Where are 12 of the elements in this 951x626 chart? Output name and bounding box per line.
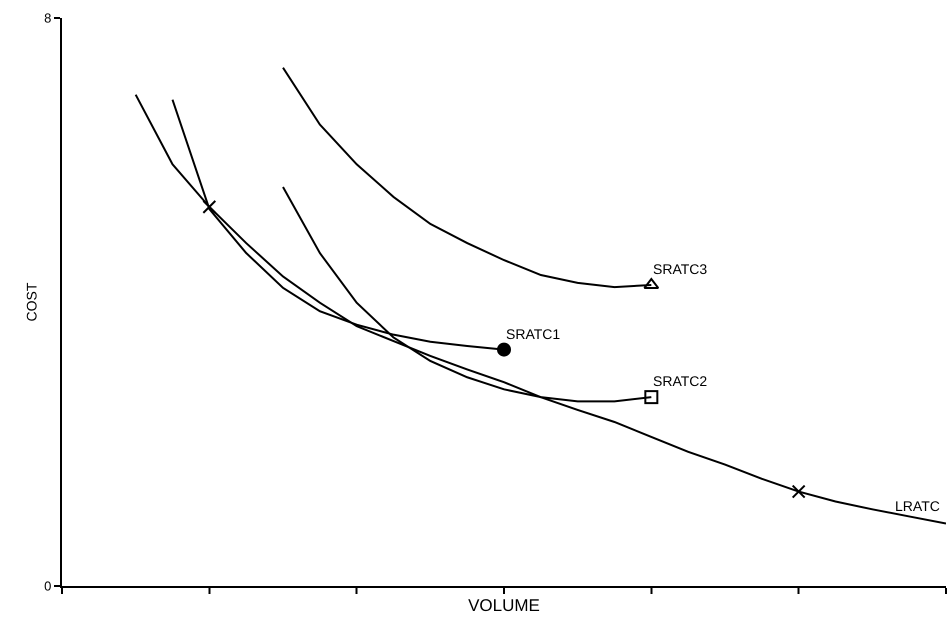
point — [792, 484, 806, 499]
series-label: LRATC — [895, 498, 940, 514]
series-label: SRATC1 — [506, 326, 560, 342]
y-axis-title: COST — [23, 282, 40, 322]
x-axis-title: VOLUME — [468, 596, 540, 615]
point — [644, 390, 658, 404]
line-series — [134, 94, 946, 525]
y-tick-label: 0 — [44, 578, 52, 594]
series-label: SRATC3 — [653, 261, 708, 277]
point — [497, 342, 511, 357]
y-tick-label: 8 — [44, 10, 52, 26]
series-label: SRATC2 — [653, 373, 708, 389]
